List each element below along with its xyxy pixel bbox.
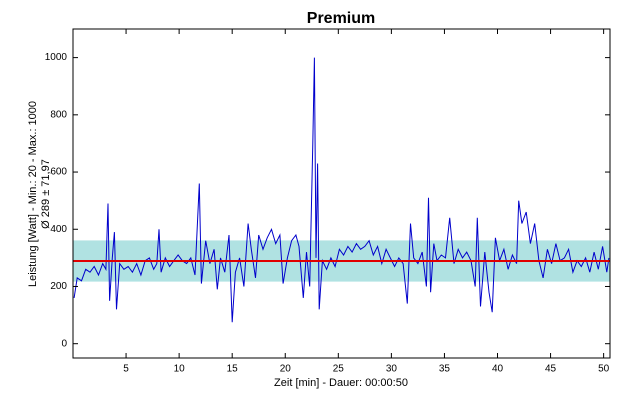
x-tick-label: 10 (174, 364, 186, 375)
x-tick-label: 30 (386, 364, 398, 375)
series-line (73, 57, 610, 323)
x-tick-label: 35 (439, 364, 451, 375)
x-tick-label: 15 (227, 364, 239, 375)
x-axis-label: Zeit [min] - Dauer: 00:00:50 (274, 377, 408, 389)
y-tick-label: 0 (61, 338, 67, 349)
y-tick-label: 800 (50, 109, 67, 120)
y-axis-label: Leistung [Watt] - Min.: 20 - Max.: 1000 (27, 101, 39, 287)
x-tick-label: 45 (545, 364, 557, 375)
y-tick-label: 200 (50, 281, 67, 292)
x-tick-label: 20 (280, 364, 292, 375)
y-tick-label: 400 (50, 224, 67, 235)
plot-area (73, 29, 610, 358)
plot-frame (72, 28, 611, 359)
y-tick-label: 1000 (45, 52, 68, 63)
x-tick-label: 50 (598, 364, 610, 375)
y-axis-label: Ø 289 ± 71,97 (40, 159, 52, 229)
chart-title: Premium (307, 10, 375, 27)
y-tick-label: 600 (50, 167, 67, 178)
x-tick-label: 5 (123, 364, 129, 375)
x-tick-label: 40 (492, 364, 504, 375)
x-tick-label: 25 (333, 364, 345, 375)
